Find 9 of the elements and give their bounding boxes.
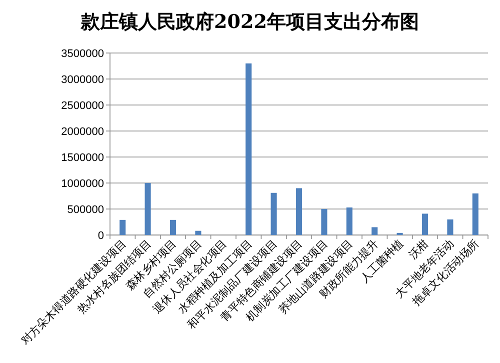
- y-tick-label: 2000000: [61, 126, 104, 138]
- y-tick-label: 500000: [67, 204, 104, 216]
- chart-title: 款庄镇人民政府2022年项目支出分布图: [80, 11, 419, 33]
- y-tick-label: 0: [98, 230, 104, 242]
- y-tick-label: 2500000: [61, 100, 104, 112]
- y-tick-label: 1000000: [61, 178, 104, 190]
- y-tick-label: 3500000: [61, 48, 104, 60]
- y-tick-label: 3000000: [61, 74, 104, 86]
- y-tick-label: 1500000: [61, 152, 104, 164]
